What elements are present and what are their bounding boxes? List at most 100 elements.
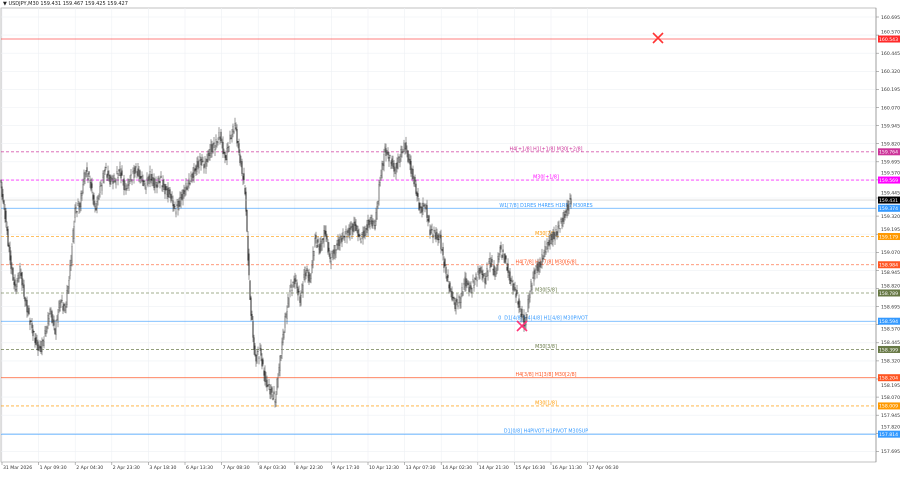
candle-body bbox=[539, 261, 541, 268]
candle-body bbox=[24, 296, 26, 302]
candle-body bbox=[168, 190, 170, 197]
candle-body bbox=[332, 254, 334, 260]
candle-body bbox=[442, 246, 444, 256]
candle-body bbox=[205, 162, 207, 169]
candle-body bbox=[111, 178, 113, 180]
candle-body bbox=[406, 149, 408, 152]
candle-body bbox=[568, 201, 570, 211]
candle-body bbox=[343, 236, 345, 238]
candle-body bbox=[50, 310, 52, 314]
candle-body bbox=[220, 131, 222, 142]
candle-body bbox=[247, 236, 249, 261]
candle-body bbox=[210, 144, 212, 154]
candle-body bbox=[245, 191, 247, 212]
candle-body bbox=[76, 211, 78, 213]
candle-body bbox=[1, 186, 3, 197]
level-label: M30[7/8] bbox=[535, 231, 557, 237]
candle-body bbox=[223, 152, 225, 154]
candle-body bbox=[152, 177, 154, 184]
candle-body bbox=[81, 193, 83, 196]
candle-body bbox=[68, 280, 70, 289]
candle-body bbox=[327, 242, 329, 253]
y-tick-label: 157.695 bbox=[881, 449, 900, 455]
candle-body bbox=[60, 301, 62, 303]
candle-body bbox=[432, 234, 434, 238]
candle-body bbox=[0, 179, 2, 183]
candle-body bbox=[188, 178, 190, 184]
candle-body bbox=[299, 296, 301, 303]
candle-body bbox=[278, 367, 280, 373]
candle-body bbox=[72, 230, 74, 242]
candle-body bbox=[415, 183, 417, 194]
candle-body bbox=[374, 225, 376, 230]
candle-body bbox=[161, 185, 163, 187]
candle-body bbox=[106, 174, 108, 178]
candle-body bbox=[527, 299, 529, 312]
candle-body bbox=[86, 167, 88, 172]
candle-body bbox=[2, 194, 4, 202]
candle-body bbox=[535, 265, 537, 267]
candle-body bbox=[150, 178, 152, 181]
candle-body bbox=[233, 131, 235, 133]
candle-body bbox=[483, 273, 485, 276]
candle-body bbox=[26, 299, 28, 313]
candle-body bbox=[3, 200, 5, 205]
candle-body bbox=[410, 160, 412, 174]
candle-body bbox=[506, 267, 508, 271]
candle-body bbox=[427, 219, 429, 221]
candle-body bbox=[391, 158, 393, 166]
candle-body bbox=[388, 156, 390, 162]
candle-body bbox=[239, 154, 241, 164]
candle-body bbox=[203, 164, 205, 169]
level-price-tag bbox=[878, 345, 900, 353]
candle-body bbox=[36, 340, 38, 346]
candle-body bbox=[350, 226, 352, 228]
candle-body bbox=[555, 229, 557, 237]
candle-body bbox=[283, 332, 285, 338]
candle-body bbox=[74, 208, 76, 218]
candle-body bbox=[464, 276, 466, 288]
candle-body bbox=[447, 274, 449, 278]
candle-body bbox=[543, 252, 545, 258]
level-label: M30[1/8] bbox=[535, 400, 557, 406]
candle-body bbox=[44, 330, 46, 334]
candle-body bbox=[194, 168, 196, 172]
candle-body bbox=[5, 210, 7, 223]
candle-body bbox=[71, 246, 73, 263]
candle-body bbox=[420, 207, 422, 213]
level-label: H4[3/8] H1[3/8] M30[2/8] bbox=[516, 372, 577, 378]
candle-body bbox=[413, 181, 415, 185]
candle-body bbox=[48, 318, 50, 322]
candle-body bbox=[287, 297, 289, 305]
candle-body bbox=[434, 235, 436, 237]
candle-body bbox=[285, 314, 287, 317]
candle-body bbox=[55, 320, 57, 335]
candle-body bbox=[489, 258, 491, 268]
candle-body bbox=[82, 184, 84, 193]
y-tick-label: 159.195 bbox=[881, 227, 900, 233]
candle-body bbox=[138, 169, 140, 177]
candle-body bbox=[470, 285, 472, 290]
candle-body bbox=[58, 301, 60, 309]
candle-body bbox=[204, 161, 206, 163]
candle-body bbox=[443, 261, 445, 269]
x-tick-label: 31 Mar 2026 bbox=[3, 465, 32, 471]
candle-body bbox=[564, 214, 566, 218]
collapse-triangle-icon[interactable]: ▼ bbox=[3, 1, 9, 7]
candle-body bbox=[569, 198, 571, 200]
candle-body bbox=[445, 267, 447, 274]
candle-body bbox=[93, 195, 95, 206]
candle-body bbox=[195, 165, 197, 171]
candle-body bbox=[125, 188, 127, 190]
candle-body bbox=[206, 158, 208, 162]
candle-body bbox=[430, 229, 432, 233]
candle-body bbox=[183, 189, 185, 195]
candle-body bbox=[566, 204, 568, 217]
candle-body bbox=[187, 183, 189, 187]
candle-body bbox=[67, 286, 69, 292]
candle-body bbox=[254, 345, 256, 356]
candle-body bbox=[510, 279, 512, 281]
candle-body bbox=[19, 266, 21, 273]
